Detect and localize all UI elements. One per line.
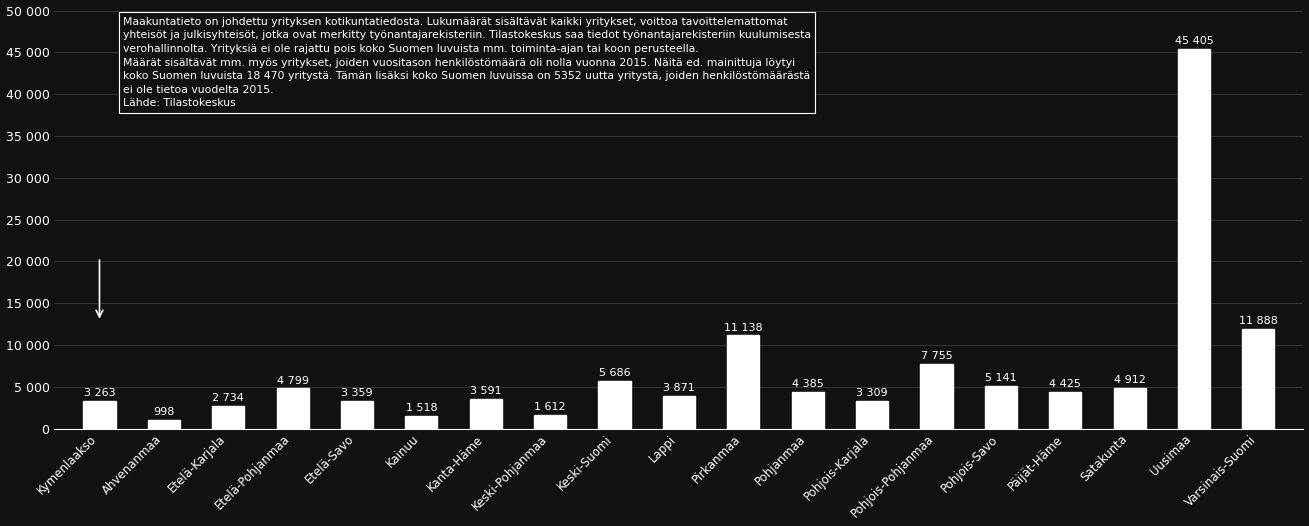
Text: 2 734: 2 734 — [212, 393, 245, 403]
Text: 5 686: 5 686 — [598, 368, 631, 378]
Text: 3 309: 3 309 — [856, 388, 888, 398]
Text: 4 425: 4 425 — [1050, 379, 1081, 389]
Bar — [212, 406, 245, 429]
Bar — [662, 396, 695, 429]
Bar — [1049, 391, 1081, 429]
Text: 7 755: 7 755 — [920, 351, 953, 361]
Text: 998: 998 — [153, 407, 174, 417]
Text: 1 518: 1 518 — [406, 403, 437, 413]
Text: 3 871: 3 871 — [664, 383, 695, 393]
Bar — [792, 392, 823, 429]
Bar — [148, 420, 179, 429]
Bar — [340, 400, 373, 429]
Text: 5 141: 5 141 — [986, 373, 1017, 383]
Text: 1 612: 1 612 — [534, 402, 565, 412]
Bar — [534, 415, 567, 429]
Text: 3 591: 3 591 — [470, 386, 501, 396]
Bar — [1242, 329, 1275, 429]
Text: 45 405: 45 405 — [1174, 36, 1213, 46]
Bar — [984, 386, 1017, 429]
Text: 3 359: 3 359 — [342, 388, 373, 398]
Text: 11 138: 11 138 — [724, 322, 763, 332]
Bar — [598, 381, 631, 429]
Bar — [856, 401, 889, 429]
Bar — [1114, 388, 1145, 429]
Text: 11 888: 11 888 — [1238, 316, 1278, 326]
Text: Maakuntatieto on johdettu yrityksen kotikuntatiedosta. Lukumäärät sisältävät kai: Maakuntatieto on johdettu yrityksen koti… — [123, 17, 812, 108]
Bar — [470, 399, 501, 429]
Text: 4 912: 4 912 — [1114, 375, 1145, 385]
Bar — [406, 416, 437, 429]
Text: 3 263: 3 263 — [84, 388, 115, 398]
Bar — [84, 401, 115, 429]
Bar — [728, 336, 759, 429]
Bar — [276, 389, 309, 429]
Text: 4 385: 4 385 — [792, 379, 823, 389]
Text: 4 799: 4 799 — [276, 376, 309, 386]
Bar — [1178, 49, 1210, 429]
Bar — [920, 364, 953, 429]
